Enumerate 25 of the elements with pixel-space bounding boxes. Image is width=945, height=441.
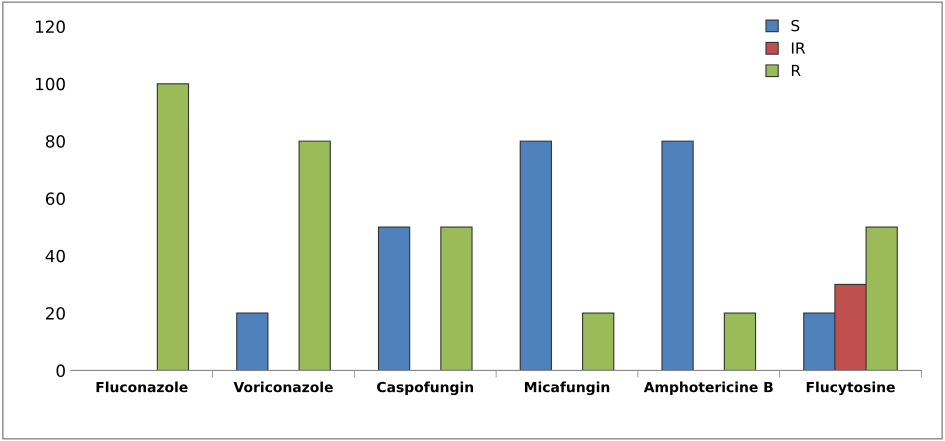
x-tick-label: Caspofungin [377, 382, 474, 396]
legend-label: R [792, 64, 801, 76]
y-tick-label: 0 [56, 364, 65, 378]
x-tick-label: Voriconazole [234, 382, 333, 392]
legend-label: S [791, 20, 800, 32]
bar [724, 312, 756, 370]
bar [378, 226, 410, 370]
x-tick-label: Fluconazole [96, 382, 188, 392]
x-tick-label: Micafungin [524, 382, 610, 396]
bar [156, 83, 190, 370]
x-tick-label: Flucytosine [806, 382, 895, 396]
bar [236, 312, 268, 370]
y-tick-label: 60 [46, 192, 65, 206]
y-tick-label: 40 [46, 250, 65, 262]
y-tick-label: 20 [46, 307, 65, 320]
x-tick-label: Amphotericine B [644, 382, 773, 395]
legend-label: IR [792, 42, 806, 54]
y-tick-label: 100 [36, 78, 65, 90]
y-tick-label: 80 [46, 135, 65, 148]
bar [661, 140, 694, 370]
bar [298, 140, 331, 370]
bar [440, 226, 473, 370]
bar [520, 140, 552, 370]
bar [582, 312, 614, 370]
y-tick-label: 120 [36, 20, 65, 34]
